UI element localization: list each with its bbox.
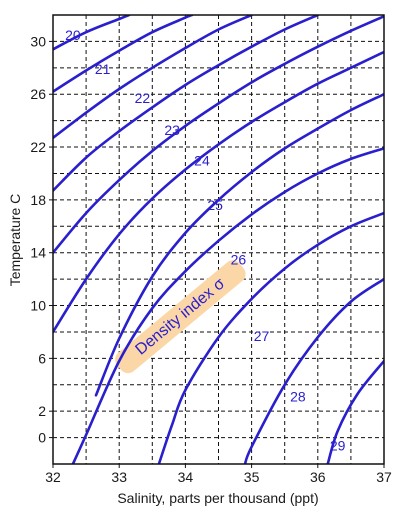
x-axis-label: Salinity, parts per thousand (ppt)	[117, 490, 318, 506]
density-contours	[53, 15, 384, 464]
y-tick-label: 30	[30, 33, 46, 49]
density-contour-extra-10	[326, 359, 384, 464]
y-tick-label: 0	[38, 430, 46, 446]
plot-frame	[52, 14, 385, 465]
y-tick-label: 22	[30, 139, 46, 155]
density-contour-21	[53, 15, 194, 93]
contour-labels: 20 21 22 23 24 25 26 27 28 29	[65, 27, 346, 454]
density-contour-29	[243, 277, 384, 464]
density-contour-25	[53, 50, 384, 334]
contour-label-26: 26	[231, 251, 247, 267]
density-contour-22	[53, 15, 253, 140]
contour-label-20: 20	[65, 27, 81, 43]
y-tick-label: 18	[30, 192, 46, 208]
density-contour-26	[94, 92, 384, 397]
contour-label-28: 28	[290, 389, 306, 405]
y-tick-label: 2	[38, 403, 46, 419]
x-tick-label: 37	[376, 469, 392, 485]
contour-label-23: 23	[164, 122, 180, 138]
x-tick-label: 36	[310, 469, 326, 485]
contour-label-24: 24	[194, 152, 210, 168]
x-tick-label: 33	[111, 469, 127, 485]
x-tick-label: 34	[178, 469, 194, 485]
y-tick-label: 10	[30, 298, 46, 314]
contour-label-21: 21	[95, 61, 111, 77]
y-axis-label: Temperature C	[7, 194, 23, 287]
x-tick-label: 32	[45, 469, 61, 485]
y-tick-label: 6	[38, 350, 46, 366]
contour-label-29: 29	[330, 438, 346, 454]
annotation-highlight	[115, 260, 246, 374]
contour-label-25: 25	[207, 197, 223, 213]
y-tick-label: 26	[30, 86, 46, 102]
y-tick-label: 14	[30, 245, 46, 261]
density-contour-20	[53, 15, 131, 51]
density-contour-23	[53, 15, 320, 192]
density-contour-24	[53, 15, 384, 254]
density-contour-27	[71, 147, 384, 464]
x-axis-ticks: 32 33 34 35 36 37	[45, 464, 392, 485]
contour-label-22: 22	[135, 90, 151, 106]
x-tick-label: 35	[244, 469, 260, 485]
density-contour-28	[157, 211, 384, 464]
contour-label-27: 27	[254, 328, 270, 344]
